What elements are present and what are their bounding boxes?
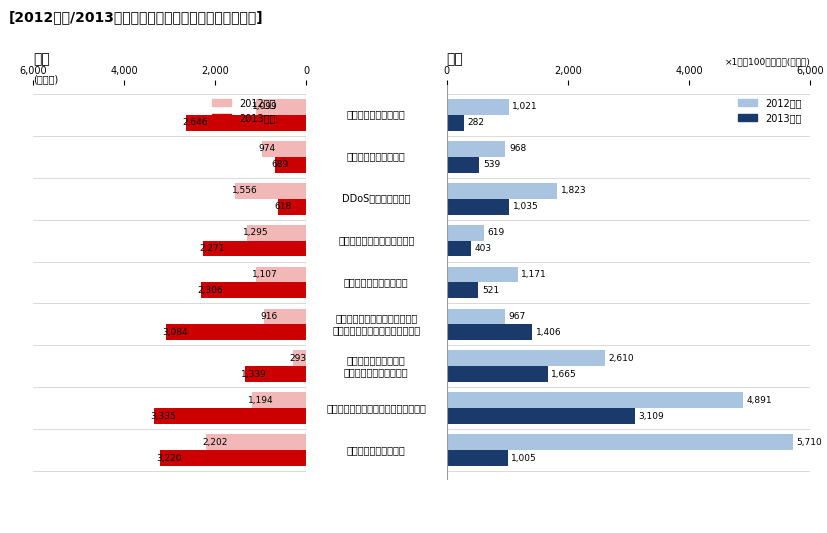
Text: 1,035: 1,035	[513, 202, 538, 211]
Text: 3,220: 3,220	[155, 454, 181, 463]
Text: DDoS攻撃による被害: DDoS攻撃による被害	[342, 193, 410, 204]
Bar	[447, 282, 478, 298]
Bar	[447, 141, 505, 157]
Bar	[185, 115, 306, 131]
Bar	[447, 240, 471, 256]
Bar	[256, 266, 306, 282]
Bar	[293, 351, 306, 366]
Text: 4,891: 4,891	[747, 396, 772, 405]
Text: 689: 689	[271, 160, 289, 169]
Text: 1,107: 1,107	[252, 270, 278, 279]
Bar	[447, 408, 635, 424]
Text: 日本: 日本	[33, 53, 50, 67]
Bar	[256, 99, 306, 115]
Text: ×1＄＝100円換算　(百万円): ×1＄＝100円換算 (百万円)	[724, 58, 810, 67]
Bar	[447, 450, 508, 466]
Bar	[447, 366, 547, 382]
Text: 1,021: 1,021	[512, 102, 538, 111]
Bar	[447, 351, 605, 366]
Bar	[447, 434, 793, 450]
Bar	[201, 282, 306, 298]
Bar	[447, 183, 557, 199]
Text: 1,099: 1,099	[252, 102, 278, 111]
Text: 手口はわからない被害: 手口はわからない被害	[347, 446, 406, 455]
Text: ウィルス感染による被害: ウィルス感染による被害	[344, 278, 409, 287]
Text: 968: 968	[509, 144, 526, 153]
Bar	[275, 157, 306, 173]
Bar	[447, 325, 532, 341]
Text: 1,005: 1,005	[511, 454, 537, 463]
Text: 3,109: 3,109	[638, 412, 665, 421]
Text: [2012年度/2013年度に発生した事件・事故の被害金額]: [2012年度/2013年度に発生した事件・事故の被害金額]	[8, 11, 263, 25]
Text: 1,194: 1,194	[248, 396, 274, 405]
Text: 403: 403	[475, 244, 492, 253]
Text: 521: 521	[482, 286, 499, 295]
Bar	[447, 99, 509, 115]
Bar	[203, 240, 306, 256]
Text: 1,171: 1,171	[521, 270, 547, 279]
Text: 2,646: 2,646	[182, 118, 208, 127]
Bar	[447, 392, 743, 408]
Text: 5,710: 5,710	[796, 438, 822, 447]
Text: 1,665: 1,665	[551, 370, 577, 379]
Bar	[155, 408, 306, 424]
Text: 293: 293	[289, 354, 306, 363]
Text: 282: 282	[467, 118, 485, 127]
Text: 1,406: 1,406	[536, 328, 561, 337]
Bar	[447, 115, 464, 131]
Bar	[247, 224, 306, 240]
Bar	[160, 450, 306, 466]
Bar	[235, 183, 306, 199]
Text: 1,823: 1,823	[561, 186, 586, 195]
Text: 脆弱性悪用による被害: 脆弱性悪用による被害	[347, 151, 406, 161]
Bar	[447, 199, 509, 214]
Text: 974: 974	[258, 144, 275, 153]
Bar	[265, 309, 306, 325]
Text: 3,084: 3,084	[162, 328, 188, 337]
Text: 618: 618	[275, 202, 291, 211]
Text: なりすましによる被害: なりすましによる被害	[347, 110, 406, 119]
Bar	[261, 141, 306, 157]
Bar	[447, 157, 480, 173]
Text: 2,306: 2,306	[198, 286, 223, 295]
Text: 2,271: 2,271	[199, 244, 225, 253]
Text: 従業員・協力会社員の悪意による被害: 従業員・協力会社員の悪意による被害	[327, 403, 426, 414]
Bar	[251, 392, 306, 408]
Bar	[206, 434, 306, 450]
Text: 1,295: 1,295	[243, 228, 269, 237]
Text: 従業員・協力会社員の
メール誤送信による被害: 従業員・協力会社員の メール誤送信による被害	[344, 355, 409, 377]
Text: 1,556: 1,556	[232, 186, 257, 195]
Text: 3,335: 3,335	[151, 412, 176, 421]
Bar	[447, 309, 505, 325]
Bar	[165, 325, 306, 341]
Legend: 2012年度, 2013年度: 2012年度, 2013年度	[734, 94, 805, 127]
Bar	[447, 224, 484, 240]
Text: 619: 619	[488, 228, 505, 237]
Legend: 2012年度, 2013年度: 2012年度, 2013年度	[208, 94, 280, 127]
Text: 539: 539	[483, 160, 500, 169]
Bar	[245, 366, 306, 382]
Bar	[278, 199, 306, 214]
Text: (百万円): (百万円)	[33, 75, 59, 85]
Text: 従業員・協力会社員のデータ・
情報機器の紛失・盗難による被害: 従業員・協力会社員のデータ・ 情報機器の紛失・盗難による被害	[332, 313, 420, 336]
Text: 1,339: 1,339	[241, 370, 267, 379]
Text: 916: 916	[261, 312, 278, 321]
Bar	[447, 266, 518, 282]
Text: 2,202: 2,202	[202, 438, 227, 447]
Text: 米国: 米国	[447, 53, 463, 67]
Text: 967: 967	[509, 312, 526, 321]
Text: 標的型攻撃メールによる被害: 標的型攻撃メールによる被害	[338, 236, 414, 246]
Text: 2,610: 2,610	[609, 354, 634, 363]
